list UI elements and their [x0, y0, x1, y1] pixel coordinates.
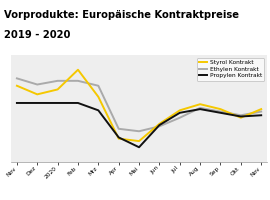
- Text: Vorprodukte: Europäische Kontraktpreise: Vorprodukte: Europäische Kontraktpreise: [4, 10, 239, 20]
- Legend: Styrol Kontrakt, Ethylen Kontrakt, Propylen Kontrakt: Styrol Kontrakt, Ethylen Kontrakt, Propy…: [197, 58, 264, 81]
- Text: © 2020 Kunststoff Information, Bad Homburg - www.kiweb.de: © 2020 Kunststoff Information, Bad Hombu…: [4, 187, 187, 193]
- Text: 2019 - 2020: 2019 - 2020: [4, 30, 70, 40]
